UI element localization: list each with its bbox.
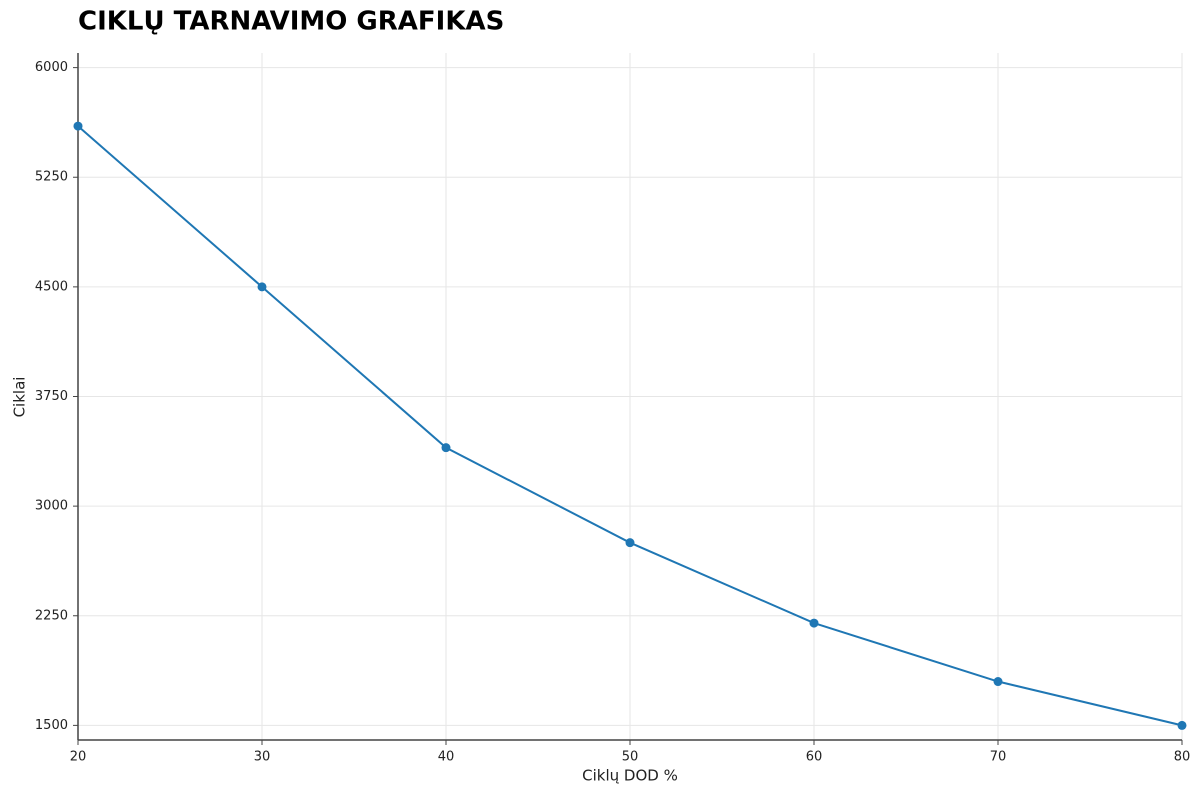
x-tick-label: 80 bbox=[1174, 750, 1191, 765]
data-point bbox=[625, 538, 635, 548]
y-tick-label: 6000 bbox=[35, 60, 68, 75]
y-axis-label: Ciklai bbox=[11, 377, 29, 418]
y-tick-label: 3750 bbox=[35, 389, 68, 404]
data-point bbox=[257, 282, 267, 292]
chart-title: CIKLŲ TARNAVIMO GRAFIKAS bbox=[78, 7, 504, 37]
data-point bbox=[1177, 720, 1187, 730]
y-tick-label: 3000 bbox=[35, 499, 68, 514]
x-tick-label: 20 bbox=[70, 750, 87, 765]
x-tick-label: 40 bbox=[438, 750, 455, 765]
y-tick-label: 2250 bbox=[35, 608, 68, 623]
x-tick-label: 50 bbox=[622, 750, 639, 765]
x-tick-label: 60 bbox=[806, 750, 823, 765]
data-point bbox=[441, 443, 451, 453]
y-tick-label: 5250 bbox=[35, 170, 68, 185]
y-tick-label: 1500 bbox=[35, 718, 68, 733]
data-point bbox=[809, 618, 819, 628]
x-tick-label: 70 bbox=[990, 750, 1007, 765]
x-tick-label: 30 bbox=[254, 750, 271, 765]
data-point bbox=[993, 677, 1003, 687]
y-tick-label: 4500 bbox=[35, 279, 68, 294]
data-point bbox=[73, 121, 83, 131]
x-axis-label: Ciklų DOD % bbox=[582, 767, 678, 785]
